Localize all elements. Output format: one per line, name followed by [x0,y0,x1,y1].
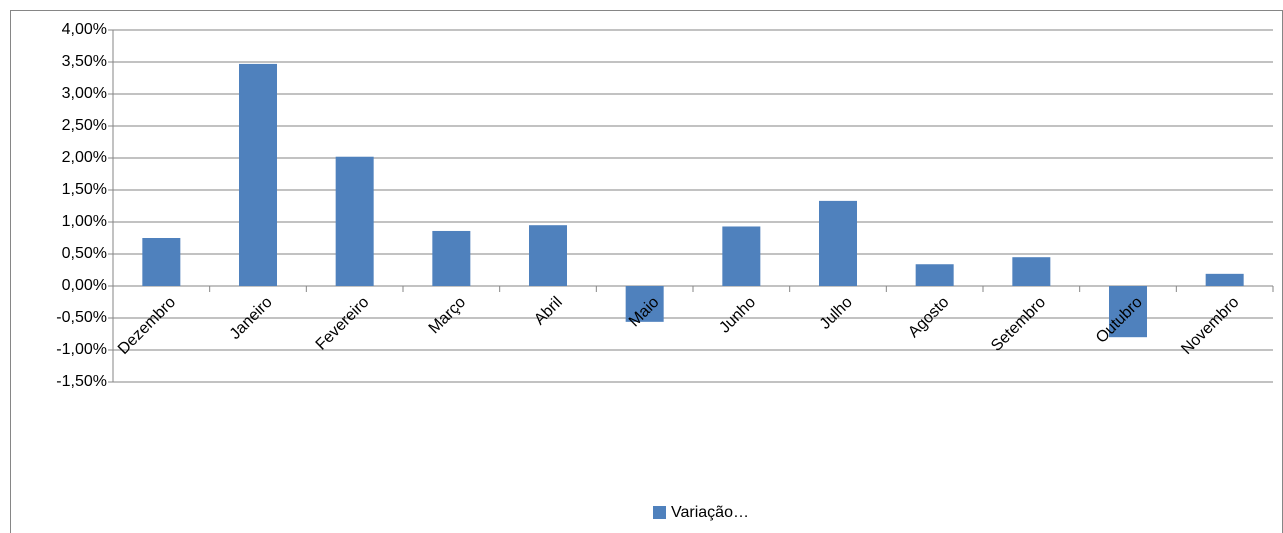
y-tick-label: 0,00% [62,277,107,294]
x-tick-label: Fevereiro [313,294,373,354]
bar [142,238,181,286]
y-tick-label: 3,50% [62,53,107,70]
y-tick-label: 3,00% [62,85,107,102]
bar [915,264,954,286]
bar [335,156,374,286]
legend-label: Variação… [671,504,749,521]
bar [1109,286,1147,338]
bar [819,200,857,286]
y-tick-label: 2,50% [62,117,107,134]
x-tick-label: Setembro [988,294,1049,355]
y-tick-label: -1,00% [56,341,107,358]
y-tick-label: -1,50% [56,373,107,390]
bar [432,230,471,286]
y-tick-label: 2,00% [62,149,107,166]
x-tick-label: Julho [817,294,856,333]
x-tick-label: Novembro [1178,294,1242,358]
legend-swatch [653,506,666,519]
chart-border [10,10,1283,533]
y-tick-label: 4,00% [62,21,107,38]
x-tick-label: Abril [531,294,566,329]
x-tick-label: Junho [716,294,759,337]
bar [722,226,761,286]
bar [239,63,277,286]
bar [1205,273,1244,286]
bar [1012,257,1051,286]
bar [529,225,567,286]
y-tick-label: -0,50% [56,309,107,326]
y-tick-label: 1,50% [62,181,107,198]
y-tick-label: 1,00% [62,213,107,230]
x-tick-label: Agosto [905,294,952,341]
x-tick-label: Dezembro [115,294,179,358]
bar [625,286,664,322]
x-tick-label: Março [426,294,470,338]
y-tick-label: 0,50% [62,245,107,262]
